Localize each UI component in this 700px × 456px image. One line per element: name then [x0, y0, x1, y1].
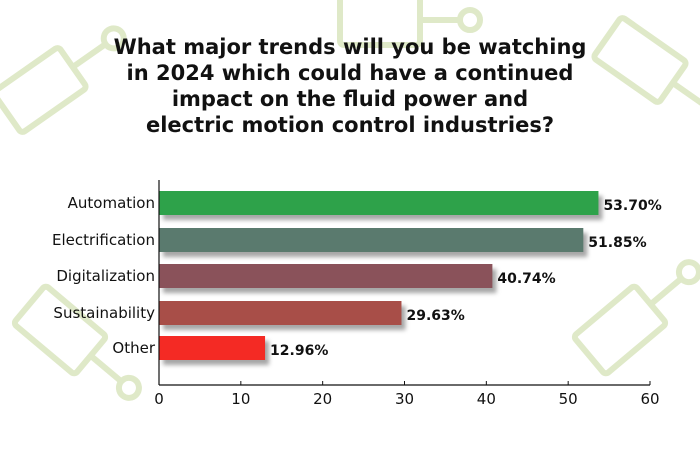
- data-label: 29.63%: [406, 308, 464, 324]
- cylinder-body: [591, 15, 689, 105]
- x-tick-label: 0: [154, 390, 164, 408]
- data-label: 12.96%: [270, 343, 328, 359]
- cylinder-rod: [648, 276, 684, 307]
- bar-electrification: [159, 228, 584, 252]
- bar-other: [159, 336, 266, 360]
- cylinder-eye: [457, 7, 483, 33]
- x-tick-label: 20: [313, 390, 332, 408]
- chart-title: What major trends will you be watching i…: [113, 35, 587, 137]
- x-tick-label: 50: [559, 390, 578, 408]
- category-label: Sustainability: [53, 304, 155, 322]
- cylinder-icon: [591, 15, 700, 109]
- cylinder-rod: [88, 353, 124, 384]
- data-label: 40.74%: [497, 271, 555, 287]
- data-label: 51.85%: [588, 235, 646, 251]
- cylinder-icon: [337, 0, 483, 48]
- category-label: Other: [112, 339, 155, 357]
- data-label: 53.70%: [603, 198, 661, 214]
- bar-digitalization: [159, 264, 493, 288]
- cylinder-eye: [115, 374, 142, 401]
- cylinder-eye: [100, 25, 127, 52]
- category-label: Automation: [68, 194, 155, 212]
- bar-sustainability: [159, 301, 402, 325]
- cylinder-icon: [571, 259, 700, 377]
- x-tick-label: 60: [640, 390, 659, 408]
- cylinder-rod: [671, 80, 700, 109]
- x-tick-label: 10: [231, 390, 250, 408]
- x-tick-label: 30: [395, 390, 414, 408]
- cylinder-icon: [11, 283, 142, 401]
- cylinder-icon: [0, 25, 127, 135]
- x-tick-label: 40: [477, 390, 496, 408]
- bar-automation: [159, 191, 599, 215]
- category-label: Digitalization: [56, 267, 155, 285]
- cylinder-eye: [675, 259, 700, 286]
- cylinder-rod: [71, 41, 108, 70]
- category-label: Electrification: [52, 231, 155, 249]
